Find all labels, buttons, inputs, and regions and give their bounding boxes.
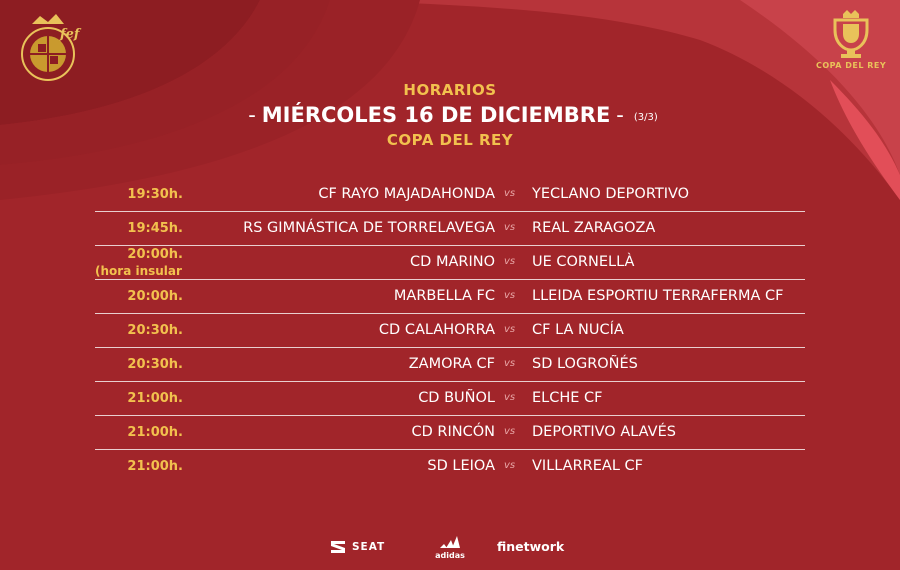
away-team: DEPORTIVO ALAVÉS <box>532 424 676 440</box>
svg-text:fef: fef <box>59 27 82 42</box>
match-time: 19:45h. <box>127 221 183 236</box>
match-time: 21:00h. <box>127 391 183 406</box>
vs-label: vs <box>504 290 516 301</box>
copa-logo-text: COPA DEL REY <box>816 61 887 70</box>
match-row: 21:00h. CD RINCÓN vs DEPORTIVO ALAVÉS <box>95 416 805 450</box>
vs-label: vs <box>504 256 516 267</box>
match-row: 20:30h. CD CALAHORRA vs CF LA NUCÍA <box>95 314 805 348</box>
away-team: YECLANO DEPORTIVO <box>532 186 690 202</box>
vs-label: vs <box>504 222 516 233</box>
home-team: CD CALAHORRA <box>378 322 495 338</box>
match-time: 20:00h. <box>127 289 183 304</box>
away-team: ELCHE CF <box>532 390 603 406</box>
adidas-stripes-icon <box>440 536 460 548</box>
away-team: SD LOGROÑÉS <box>532 356 638 372</box>
vs-label: vs <box>504 324 516 335</box>
away-team: LLEIDA ESPORTIU TERRAFERMA CF <box>532 288 784 304</box>
home-team: SD LEIOA <box>427 458 495 474</box>
vs-label: vs <box>504 358 516 369</box>
away-team: VILLARREAL CF <box>532 458 643 474</box>
dash-right: - <box>616 103 624 127</box>
date-heading: - MIÉRCOLES 16 DE DICIEMBRE - (3/3) <box>0 100 900 130</box>
home-team: CD RINCÓN <box>411 424 495 440</box>
match-row: 20:00h. MARBELLA FC vs LLEIDA ESPORTIU T… <box>95 280 805 314</box>
fef-crest-icon: fef <box>16 8 88 92</box>
match-time: 20:30h. <box>127 323 183 338</box>
copa-del-rey-logo: COPA DEL REY <box>816 8 886 78</box>
away-team: CF LA NUCÍA <box>532 322 624 338</box>
seat-s-icon <box>331 541 345 553</box>
match-row: 19:30h. CF RAYO MAJADAHONDA vs YECLANO D… <box>95 178 805 212</box>
match-time: 20:00h. (hora insular <box>95 247 183 279</box>
match-time: 21:00h. <box>127 459 183 474</box>
match-time: 19:30h. <box>127 187 183 202</box>
away-team: UE CORNELLÀ <box>532 254 635 270</box>
adidas-wordmark: adidas <box>435 551 465 560</box>
home-team: ZAMORA CF <box>408 356 495 372</box>
home-team: CD MARINO <box>410 254 495 270</box>
seat-logo: SEAT <box>330 539 385 555</box>
match-time: 20:30h. <box>127 357 183 372</box>
header: HORARIOS - MIÉRCOLES 16 DE DICIEMBRE - (3/3… <box>0 80 900 150</box>
home-team: CF RAYO MAJADAHONDA <box>318 186 495 202</box>
adidas-logo: adidas <box>430 534 470 560</box>
dash-left: - <box>248 103 256 127</box>
match-row: 19:45h. RS GIMNÁSTICA DE TORRELAVEGA vs … <box>95 212 805 246</box>
vs-label: vs <box>504 188 516 199</box>
home-team: MARBELLA FC <box>393 288 495 304</box>
date-text: MIÉRCOLES 16 DE DICIEMBRE <box>261 103 611 127</box>
competition-name: COPA DEL REY <box>386 131 514 149</box>
match-time: 21:00h. <box>127 425 183 440</box>
finetwork-logo: finetwork <box>497 539 565 554</box>
home-team: CD BUÑOL <box>418 390 495 406</box>
sponsor-bar: SEAT adidas finetwork <box>0 534 900 562</box>
match-list: 19:30h. CF RAYO MAJADAHONDA vs YECLANO D… <box>95 178 805 483</box>
vs-label: vs <box>504 426 516 437</box>
match-time-note: (hora insular <box>95 264 182 278</box>
seat-wordmark: SEAT <box>352 541 386 553</box>
copa-del-rey-trophy-icon <box>833 10 869 58</box>
away-team: REAL ZARAGOZA <box>532 220 656 236</box>
match-row: 21:00h. SD LEIOA vs VILLARREAL CF <box>95 450 805 483</box>
match-row: 20:30h. ZAMORA CF vs SD LOGROÑÉS <box>95 348 805 382</box>
vs-label: vs <box>504 460 516 471</box>
match-row: 20:00h. (hora insular CD MARINO vs UE CO… <box>95 246 805 280</box>
match-row: 21:00h. CD BUÑOL vs ELCHE CF <box>95 382 805 416</box>
part-indicator: (3/3) <box>633 112 658 123</box>
page-title: HORARIOS <box>403 81 497 99</box>
home-team: RS GIMNÁSTICA DE TORRELAVEGA <box>243 220 495 236</box>
match-time-value: 20:00h. <box>127 247 183 262</box>
vs-label: vs <box>504 392 516 403</box>
